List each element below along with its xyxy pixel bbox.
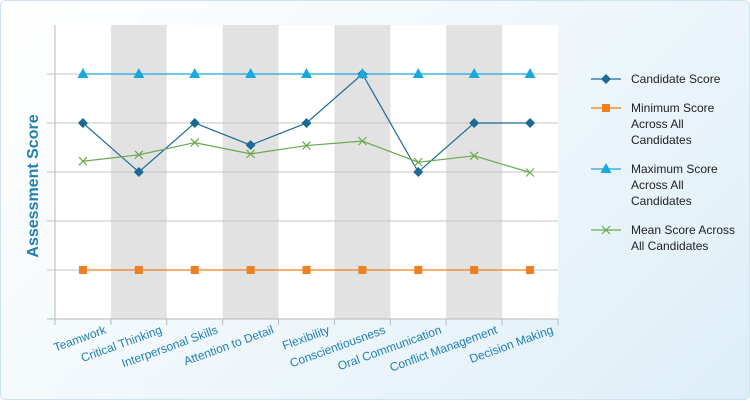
data-point-minimum-score-across-all-candidates	[302, 266, 311, 274]
data-point-candidate-score	[77, 118, 88, 128]
data-point-minimum-score-across-all-candidates	[526, 266, 535, 274]
data-point-mean-score-across-all-candidates	[134, 150, 144, 160]
legend-swatch	[591, 163, 621, 173]
legend-item: Candidate Score	[591, 71, 750, 87]
data-point-maximum-score-across-all-candidates	[412, 68, 424, 78]
data-point-candidate-score	[133, 167, 144, 177]
data-point-maximum-score-across-all-candidates	[301, 68, 312, 78]
legend-swatch	[591, 74, 621, 84]
legend-swatch	[591, 225, 621, 235]
legend-label: Candidate Score	[631, 72, 721, 86]
data-point-candidate-score	[189, 118, 200, 128]
legend-label: Minimum Score Across All Candidates	[631, 101, 715, 147]
data-point-candidate-score	[413, 167, 424, 177]
data-point-mean-score-across-all-candidates	[190, 138, 200, 148]
data-point-candidate-score	[301, 118, 312, 128]
legend-item: Mean Score Across All Candidates	[591, 222, 750, 254]
data-point-mean-score-across-all-candidates	[469, 151, 479, 161]
data-point-candidate-score	[525, 118, 536, 128]
data-point-mean-score-across-all-candidates	[413, 157, 423, 167]
data-point-mean-score-across-all-candidates	[302, 141, 311, 150]
data-point-maximum-score-across-all-candidates	[77, 68, 89, 78]
data-point-candidate-score	[469, 118, 480, 128]
legend-swatch	[591, 104, 621, 112]
legend-label: Mean Score Across All Candidates	[631, 223, 736, 253]
legend-label: Maximum Score Across All Candidates	[631, 162, 718, 208]
legend-item: Minimum Score Across All Candidates	[591, 100, 750, 148]
data-point-maximum-score-across-all-candidates	[189, 68, 201, 78]
data-point-maximum-score-across-all-candidates	[524, 68, 536, 78]
data-point-minimum-score-across-all-candidates	[190, 266, 199, 274]
data-point-minimum-score-across-all-candidates	[358, 266, 367, 274]
data-point-minimum-score-across-all-candidates	[414, 266, 423, 274]
data-point-mean-score-across-all-candidates	[357, 136, 367, 146]
data-point-candidate-score	[245, 140, 256, 151]
data-point-minimum-score-across-all-candidates	[78, 266, 87, 274]
chart-legend: Candidate Score Minimum Score Across All …	[591, 71, 750, 267]
data-point-maximum-score-across-all-candidates	[356, 68, 368, 78]
legend-item: Maximum Score Across All Candidates	[591, 161, 750, 209]
data-point-minimum-score-across-all-candidates	[470, 266, 479, 274]
y-axis-title: Assessment Score	[25, 114, 42, 258]
data-point-maximum-score-across-all-candidates	[245, 68, 257, 78]
data-point-mean-score-across-all-candidates	[525, 168, 535, 177]
data-point-minimum-score-across-all-candidates	[134, 266, 143, 274]
data-point-mean-score-across-all-candidates	[246, 149, 256, 159]
data-point-minimum-score-across-all-candidates	[246, 266, 255, 274]
data-point-maximum-score-across-all-candidates	[468, 68, 480, 78]
data-point-maximum-score-across-all-candidates	[133, 68, 145, 78]
data-point-mean-score-across-all-candidates	[78, 156, 88, 166]
